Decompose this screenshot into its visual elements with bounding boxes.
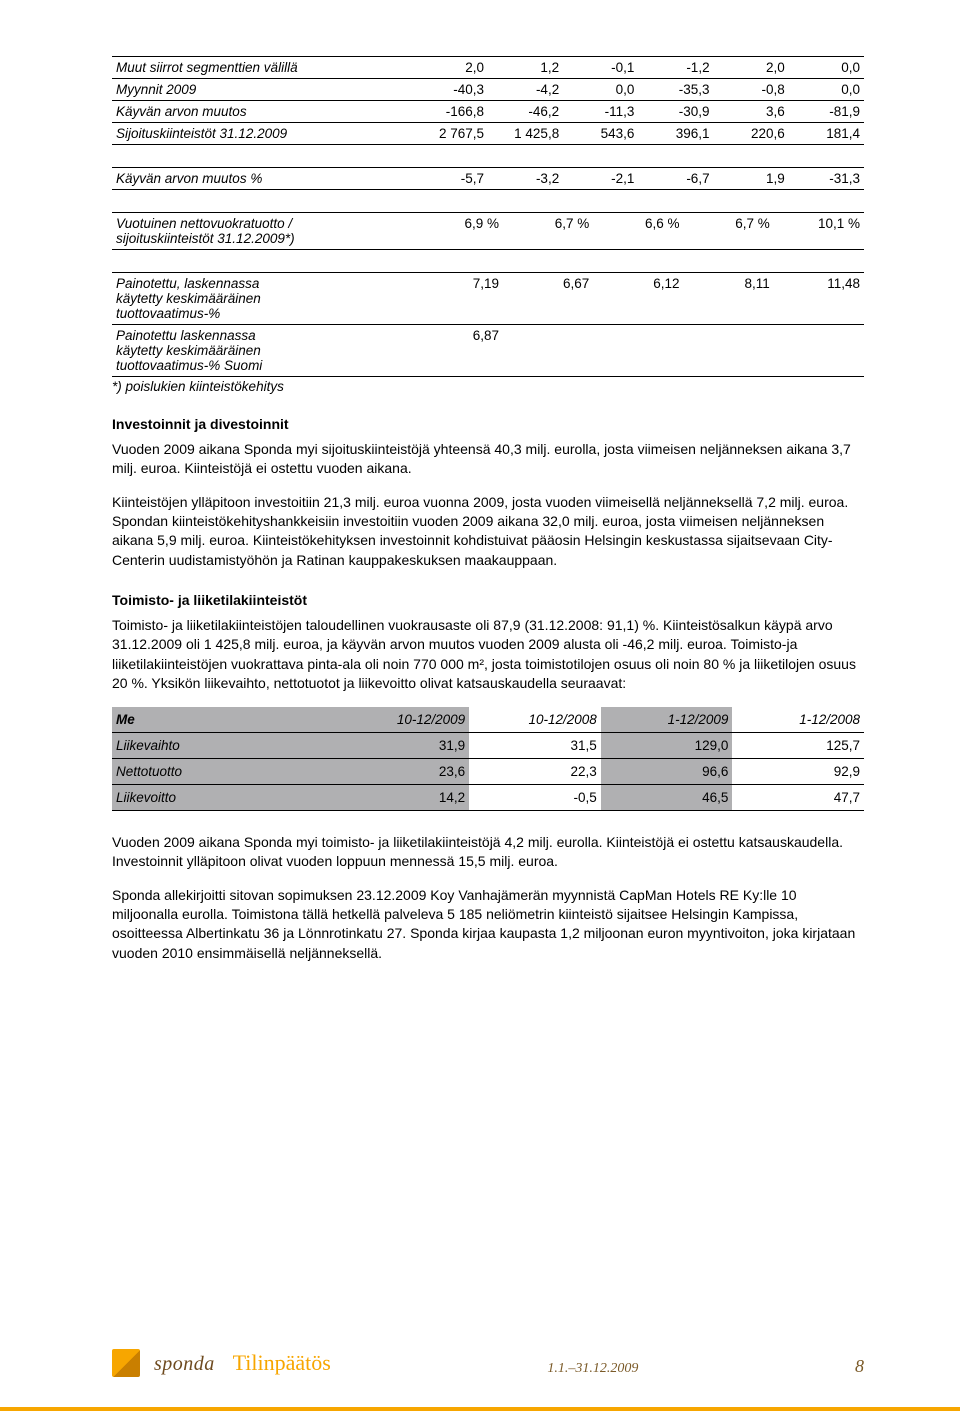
val: 543,6 [563,123,638,145]
val: 6,9 % [413,213,503,250]
val: 3,6 [714,101,789,123]
val: 6,87 [413,325,503,377]
fin-head: 10-12/2008 [469,707,601,733]
val: 6,12 [593,273,683,325]
val: 1,2 [488,57,563,79]
label: Sijoituskiinteistöt 31.12.2009 [112,123,413,145]
val: -81,9 [789,101,864,123]
fin-label: Liikevoitto [112,785,338,811]
val [503,325,593,377]
page-footer: sponda Tilinpäätös 1.1.–31.12.2009 8 [112,1349,864,1377]
fin-val: 22,3 [469,759,601,785]
val [684,325,774,377]
fin-val: 125,7 [732,733,864,759]
table-financials: Me 10-12/2009 10-12/2008 1-12/2009 1-12/… [112,707,864,811]
logo-icon [112,1349,140,1377]
val: 6,7 % [684,213,774,250]
val: -6,7 [638,168,713,190]
footer-logo-block: sponda Tilinpäätös [112,1349,331,1377]
fin-val: 46,5 [601,785,733,811]
brand-name: sponda [154,1353,215,1375]
val: 2,0 [714,57,789,79]
fin-head: 10-12/2009 [338,707,470,733]
val [593,325,683,377]
fin-head: 1-12/2009 [601,707,733,733]
val: 6,67 [503,273,593,325]
paragraph: Vuoden 2009 aikana Sponda myi toimisto- … [112,833,864,872]
label: Painotettu, laskennassakäytetty keskimää… [112,273,413,325]
val: 0,0 [563,79,638,101]
val: -3,2 [488,168,563,190]
paragraph: Sponda allekirjoitti sitovan sopimuksen … [112,886,864,963]
paragraph: Vuoden 2009 aikana Sponda myi sijoituski… [112,440,864,479]
section-title-investments: Investoinnit ja divestoinnit [112,416,864,432]
val: -35,3 [638,79,713,101]
fin-val: 96,6 [601,759,733,785]
fin-val: 129,0 [601,733,733,759]
val: -0,8 [714,79,789,101]
fin-head: Me [112,707,338,733]
fin-val: 92,9 [732,759,864,785]
table-fair-value-change: Käyvän arvon muutos % -5,7 -3,2 -2,1 -6,… [112,167,864,190]
val: -11,3 [563,101,638,123]
label-line: Vuotuinen nettovuokratuotto / [116,216,292,231]
val: 2,0 [413,57,488,79]
table-yield-requirement: Painotettu, laskennassakäytetty keskimää… [112,272,864,377]
val: -31,3 [789,168,864,190]
val: 1,9 [714,168,789,190]
val: 1 425,8 [488,123,563,145]
page-number: 8 [855,1356,864,1377]
label: Käyvän arvon muutos [112,101,413,123]
val: 181,4 [789,123,864,145]
footer-title: Tilinpäätös [233,1350,331,1375]
footer-date-range: 1.1.–31.12.2009 [547,1361,638,1377]
fin-label: Liikevaihto [112,733,338,759]
table-segment-transfers: Muut siirrot segmenttien välillä2,01,2-0… [112,56,864,145]
fin-val: 31,5 [469,733,601,759]
fin-head: 1-12/2008 [732,707,864,733]
fin-val: 31,9 [338,733,470,759]
fin-val: -0,5 [469,785,601,811]
val: -40,3 [413,79,488,101]
label-line: sijoituskiinteistöt 31.12.2009*) [116,231,295,246]
label: Painotettu laskennassakäytetty keskimäär… [112,325,413,377]
label: Myynnit 2009 [112,79,413,101]
paragraph: Toimisto- ja liiketilakiinteistöjen talo… [112,616,864,693]
page-container: Muut siirrot segmenttien välillä2,01,2-0… [0,0,960,1411]
val: -46,2 [488,101,563,123]
table-net-rental-yield: Vuotuinen nettovuokratuotto / sijoituski… [112,212,864,250]
val: 396,1 [638,123,713,145]
fin-val: 14,2 [338,785,470,811]
label: Käyvän arvon muutos % [112,168,413,190]
val: -5,7 [413,168,488,190]
val: -2,1 [563,168,638,190]
table-note: *) poislukien kiinteistökehitys [112,379,864,394]
section-title-office-retail: Toimisto- ja liiketilakiinteistöt [112,592,864,608]
val: 6,6 % [593,213,683,250]
val: 6,7 % [503,213,593,250]
fin-val: 47,7 [732,785,864,811]
label: Vuotuinen nettovuokratuotto / sijoituski… [112,213,413,250]
fin-val: 23,6 [338,759,470,785]
val: 7,19 [413,273,503,325]
val: -166,8 [413,101,488,123]
label: Muut siirrot segmenttien välillä [112,57,413,79]
val: -0,1 [563,57,638,79]
val: -1,2 [638,57,713,79]
val: -30,9 [638,101,713,123]
val: 0,0 [789,57,864,79]
val: 8,11 [684,273,774,325]
val: 0,0 [789,79,864,101]
paragraph: Kiinteistöjen ylläpitoon investoitiin 21… [112,493,864,570]
val: -4,2 [488,79,563,101]
footer-accent-bar [0,1407,960,1411]
val: 220,6 [714,123,789,145]
fin-label: Nettotuotto [112,759,338,785]
val [774,325,864,377]
val: 10,1 % [774,213,864,250]
val: 11,48 [774,273,864,325]
val: 2 767,5 [413,123,488,145]
